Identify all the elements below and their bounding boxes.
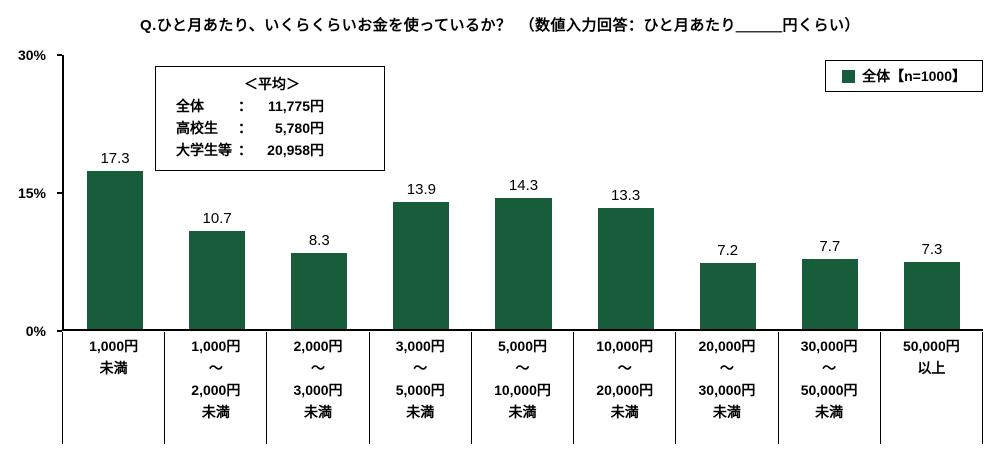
chart-title: Q.ひと月あたり、いくらくらいお金を使っているか？ （数値入力回答：ひと月あたり… <box>139 17 861 34</box>
average-row: 全体： 11,775 円 <box>176 98 324 114</box>
x-axis-labels: 1,000円 未満 1,000円〜 2,000円 未満 2,000円〜 3,000円 未満 3,… <box>62 332 983 444</box>
bar-column: 10.7 <box>166 55 268 329</box>
x-category-label: 50,000円 以上 <box>881 332 983 444</box>
legend-label: 全体【n=1000】 <box>862 68 966 84</box>
bar: 14.3 <box>495 177 552 329</box>
y-tick-label-30: 30% <box>17 47 46 63</box>
bar-column: 13.9 <box>370 55 472 329</box>
bar-column: 14.3 <box>472 55 574 329</box>
bar: 13.3 <box>597 187 654 329</box>
bar: 7.7 <box>801 238 858 329</box>
legend-marker-square <box>842 69 856 83</box>
bar-value-label: 7.7 <box>819 237 841 255</box>
x-category-label: 20,000円〜 30,000円 未満 <box>676 332 779 444</box>
bar-column: 7.3 <box>881 55 983 329</box>
y-tickmark <box>57 330 62 332</box>
bar-value-label: 13.3 <box>610 186 641 204</box>
legend-box: 全体【n=1000】 <box>825 60 983 92</box>
bar-value-label: 7.3 <box>921 241 943 259</box>
average-annotation-box: ＜平均＞ 全体： 11,775 円高校生： 5,780 円大学生等： 20,958 円 <box>155 66 385 171</box>
bar: 17.3 <box>86 150 144 329</box>
y-tickmark <box>57 54 62 56</box>
y-tickmark <box>57 192 62 194</box>
bar: 7.2 <box>699 242 756 329</box>
bar: 8.3 <box>291 232 348 329</box>
bar-value-label: 17.3 <box>100 150 130 167</box>
bar-value-label: 13.9 <box>406 181 436 199</box>
y-tick-label-0: 0% <box>25 323 46 339</box>
plot-area: 17.3 10.7 8.3 13.9 14.3 13.3 7.2 7.7 7.3 <box>62 55 983 331</box>
x-category-label: 30,000円〜 50,000円 未満 <box>779 332 881 444</box>
average-box-title: ＜平均＞ <box>244 76 300 92</box>
bar-value-label: 8.3 <box>308 232 330 250</box>
bar-column: 7.7 <box>779 55 881 329</box>
bar-column: 7.2 <box>677 55 779 329</box>
bar: 13.9 <box>393 181 450 329</box>
bar-value-label: 7.2 <box>717 242 739 260</box>
average-row: 大学生等： 20,958 円 <box>176 142 324 158</box>
bar-value-label: 14.3 <box>508 177 539 195</box>
x-category-label: 5,000円〜 10,000円 未満 <box>472 332 575 444</box>
average-row: 高校生： 5,780 円 <box>176 120 324 136</box>
bar-column: 8.3 <box>268 55 370 329</box>
bar: 7.3 <box>903 241 960 329</box>
bar-column: 13.3 <box>575 55 677 329</box>
x-category-label: 1,000円〜 2,000円 未満 <box>165 332 268 444</box>
y-tick-label-15: 15% <box>17 185 46 201</box>
bar: 10.7 <box>189 210 246 329</box>
y-axis: 30% 15% 0% <box>0 48 62 338</box>
bar-value-label: 10.7 <box>202 210 232 228</box>
x-category-label: 2,000円〜 3,000円 未満 <box>267 332 370 444</box>
x-category-label: 1,000円 未満 <box>63 332 166 444</box>
x-category-label: 10,000円〜 20,000円 未満 <box>574 332 677 444</box>
x-category-label: 3,000円〜 5,000円 未満 <box>370 332 472 444</box>
bar-column: 17.3 <box>64 55 166 329</box>
